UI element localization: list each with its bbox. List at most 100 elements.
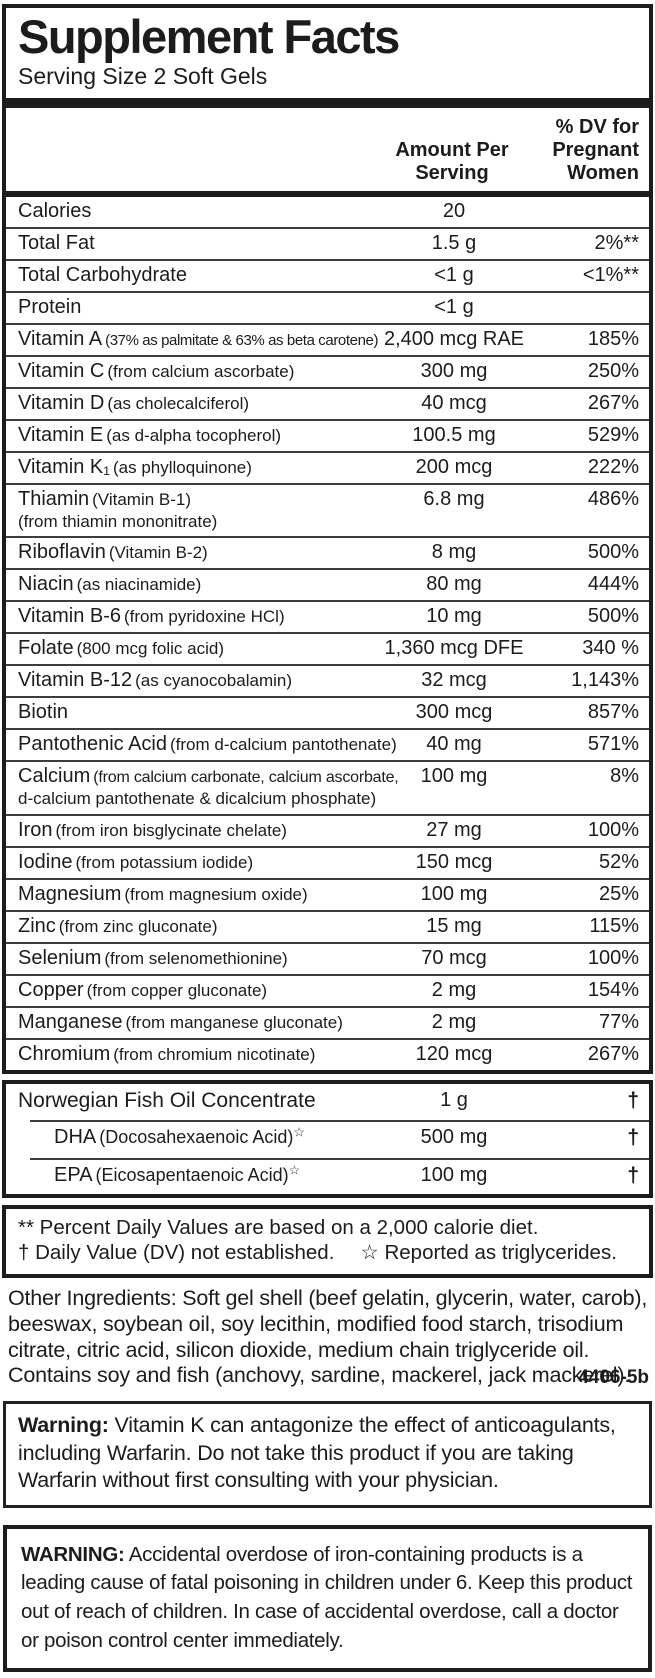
amount-per-serving: 6.8 mg xyxy=(423,487,485,510)
percent-dv: 25% xyxy=(598,883,639,906)
amount-per-serving: 40 mcg xyxy=(421,391,487,414)
nutrient-name-cell: Vitamin B-6 (from pyridoxine HCl) xyxy=(18,604,369,629)
nutrient-source: (as phylloquinone) xyxy=(112,457,252,477)
amount-per-serving: 300 mg xyxy=(420,359,488,382)
table-row: Iodine (from potassium iodide) 150 mcg 52% xyxy=(6,846,649,878)
amount-per-serving: 150 mcg xyxy=(415,851,493,874)
nutrient-name-cell: Biotin xyxy=(18,700,369,725)
table-row: Magnesium (from magnesium oxide) 100 mg 25% xyxy=(6,878,649,910)
nutrient-name: Vitamin C xyxy=(18,359,105,382)
percent-dv: 340 % xyxy=(582,637,639,660)
amount-per-serving: 100.5 mg xyxy=(412,423,496,446)
triglyceride-star-icon: ☆ xyxy=(288,1162,301,1178)
warning-text: Vitamin K can antagonize the effect of a… xyxy=(18,1413,616,1493)
nutrient-name-cell: Pantothenic Acid (from d-calcium pantothe… xyxy=(18,732,397,757)
nutrient-name-cell: Magnesium (from magnesium oxide) xyxy=(18,882,369,907)
warning-vitamin-k: Warning: Vitamin K can antagonize the ef… xyxy=(3,1401,652,1508)
table-row: Vitamin A (37% as palmitate & 63% as beta… xyxy=(6,322,649,355)
amount-per-serving: <1 g xyxy=(434,295,474,318)
nutrient-name-cell: Copper (from copper gluconate) xyxy=(18,978,369,1003)
percent-dv: 100% xyxy=(587,947,639,970)
percent-dv: 267% xyxy=(587,1043,639,1066)
percent-dv: 267% xyxy=(587,391,639,414)
amount-per-serving: 300 mcg xyxy=(415,701,493,724)
table-row: Vitamin E (as d-alpha tocopherol) 100.5 mg… xyxy=(6,418,649,451)
table-row: Vitamin B-6 (from pyridoxine HCl) 10 mg 500… xyxy=(6,600,649,632)
nutrient-name: Total Carbohydrate xyxy=(18,263,187,286)
nutrient-name-cell: Iron (from iron bisglycinate chelate) xyxy=(18,818,369,843)
table-row: Selenium (from selenomethionine) 70 mcg 100… xyxy=(6,942,649,974)
nutrient-name-cell: Norwegian Fish Oil Concentrate xyxy=(18,1088,369,1114)
amount-per-serving: 20 xyxy=(442,199,466,222)
nutrient-source: (Eicosapentaenoic Acid) xyxy=(95,1164,289,1185)
amount-per-serving: 8 mg xyxy=(431,541,477,564)
nutrient-source: (800 mcg folic acid) xyxy=(76,639,224,659)
nutrient-name-cell: Vitamin A (37% as palmitate & 63% as beta… xyxy=(18,327,378,352)
table-row: Manganese (from manganese gluconate) 2 mg 7… xyxy=(6,1006,649,1038)
nutrient-name: DHA xyxy=(54,1126,97,1149)
amount-per-serving: 32 mcg xyxy=(421,669,487,692)
table-row: Niacin (as niacinamide) 80 mg 444% xyxy=(6,568,649,600)
other-ingredients: Other Ingredients: Soft gel shell (beef … xyxy=(8,1286,648,1388)
amount-per-serving: 80 mg xyxy=(426,573,482,596)
table-row: Zinc (from zinc gluconate) 15 mg 115% xyxy=(6,910,649,942)
percent-dv: 8% xyxy=(610,765,639,788)
nutrient-name-cell: Protein xyxy=(18,295,369,320)
nutrient-name: Total Fat xyxy=(18,231,95,254)
amount-per-serving: 200 mcg xyxy=(415,455,493,478)
percent-dv: 571% xyxy=(587,733,639,756)
nutrient-source: (as cyanocobalamin) xyxy=(135,671,292,691)
nutrient-name: Pantothenic Acid xyxy=(18,733,167,756)
table-row: Norwegian Fish Oil Concentrate 1 g † xyxy=(6,1084,649,1119)
nutrient-name: Biotin xyxy=(18,701,69,724)
nutrient-name-cell: Vitamin K₁ (as phylloquinone) xyxy=(18,455,369,480)
nutrient-name-cell: Niacin (as niacinamide) xyxy=(18,572,369,597)
nutrient-source: (from pyridoxine HCl) xyxy=(124,607,285,627)
nutrient-name: Manganese xyxy=(18,1011,123,1034)
nutrient-name: Vitamin K₁ xyxy=(18,455,110,478)
footnote-line2: † Daily Value (DV) not established. ☆ Rep… xyxy=(18,1240,637,1266)
nutrient-name-cell: Selenium (from selenomethionine) xyxy=(18,946,369,971)
nutrient-source: (Vitamin B-1) xyxy=(92,489,192,509)
table-row: Calcium (from calcium carbonate, calcium … xyxy=(6,760,649,814)
nutrient-source-line2: (from thiamin mononitrate) xyxy=(18,511,218,531)
table-row: Total Carbohydrate <1 g <1%** xyxy=(6,258,649,291)
percent-dv: 857% xyxy=(587,701,639,724)
nutrient-name: Vitamin D xyxy=(18,391,105,414)
nutrient-name-cell: Total Carbohydrate xyxy=(18,263,369,288)
supplement-facts-panel: Supplement Facts Serving Size 2 Soft Gel… xyxy=(2,4,653,1075)
nutrient-name: Iron xyxy=(18,819,53,842)
table-row: Riboflavin (Vitamin B-2) 8 mg 500% xyxy=(6,536,649,568)
nutrient-name-cell: Vitamin C (from calcium ascorbate) xyxy=(18,359,369,384)
nutrient-name: Folate xyxy=(18,637,74,660)
divider-medium xyxy=(6,190,649,197)
nutrient-name: Calcium xyxy=(18,765,91,788)
nutrient-source: (from magnesium oxide) xyxy=(124,885,308,905)
fish-oil-panel: Norwegian Fish Oil Concentrate 1 g † DHA (Do… xyxy=(2,1080,653,1198)
amount-per-serving: 15 mg xyxy=(426,915,482,938)
percent-dv: 250% xyxy=(587,359,639,382)
nutrient-name-cell: Iodine (from potassium iodide) xyxy=(18,850,369,875)
percent-dv: 100% xyxy=(587,819,639,842)
percent-dv: 2%** xyxy=(594,231,639,254)
nutrient-name-cell: EPA (Eicosapentaenoic Acid)☆ xyxy=(18,1163,369,1188)
nutrient-source: (37% as palmitate & 63% as beta carotene… xyxy=(105,331,379,349)
amount-per-serving: 10 mg xyxy=(426,605,482,628)
footnote-calorie: ** Percent Daily Values are based on a 2… xyxy=(18,1215,539,1239)
nutrient-name-cell: Vitamin E (as d-alpha tocopherol) xyxy=(18,423,369,448)
footnote-triglycerides: ☆ Reported as triglycerides. xyxy=(360,1241,617,1265)
percent-dv: <1%** xyxy=(582,263,639,286)
nutrient-name: EPA xyxy=(54,1163,93,1186)
percent-dv: 486% xyxy=(587,487,639,510)
table-row: Vitamin B-12 (as cyanocobalamin) 32 mcg 1,1… xyxy=(6,664,649,696)
table-row: Folate (800 mcg folic acid) 1,360 mcg DFE 3… xyxy=(6,632,649,664)
title-block: Supplement Facts Serving Size 2 Soft Gel… xyxy=(6,8,649,98)
amount-per-serving: 100 mg xyxy=(420,883,488,906)
triglyceride-star-icon: ☆ xyxy=(293,1124,305,1140)
percent-dv: † xyxy=(627,1126,639,1150)
percent-dv: † xyxy=(627,1089,639,1113)
nutrient-source: (Vitamin B-2) xyxy=(108,543,208,563)
nutrient-name: Vitamin B-12 xyxy=(18,669,133,692)
table-row: Total Fat 1.5 g 2%** xyxy=(6,226,649,259)
nutrient-name: Vitamin E xyxy=(18,423,104,446)
